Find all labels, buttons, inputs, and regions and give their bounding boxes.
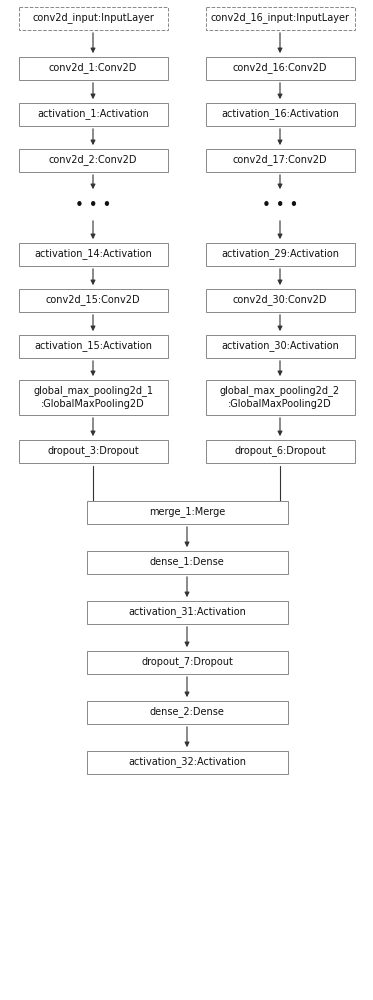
Text: activation_30:Activation: activation_30:Activation xyxy=(221,341,339,351)
FancyBboxPatch shape xyxy=(19,148,167,172)
Text: dropout_7:Dropout: dropout_7:Dropout xyxy=(141,657,233,667)
Text: conv2d_15:Conv2D: conv2d_15:Conv2D xyxy=(46,295,140,305)
Text: • • •: • • • xyxy=(75,198,111,213)
FancyBboxPatch shape xyxy=(19,288,167,312)
Text: conv2d_input:InputLayer: conv2d_input:InputLayer xyxy=(32,13,154,23)
FancyBboxPatch shape xyxy=(19,334,167,358)
Text: dropout_6:Dropout: dropout_6:Dropout xyxy=(234,446,326,456)
Text: activation_1:Activation: activation_1:Activation xyxy=(37,109,149,119)
Text: conv2d_16_input:InputLayer: conv2d_16_input:InputLayer xyxy=(210,13,350,23)
Text: dense_1:Dense: dense_1:Dense xyxy=(150,557,225,567)
FancyBboxPatch shape xyxy=(19,242,167,265)
FancyBboxPatch shape xyxy=(19,56,167,80)
FancyBboxPatch shape xyxy=(87,700,288,724)
FancyBboxPatch shape xyxy=(206,56,354,80)
Text: activation_14:Activation: activation_14:Activation xyxy=(34,249,152,259)
Text: merge_1:Merge: merge_1:Merge xyxy=(149,507,225,517)
Text: conv2d_16:Conv2D: conv2d_16:Conv2D xyxy=(233,63,327,73)
Text: • • •: • • • xyxy=(262,198,298,213)
FancyBboxPatch shape xyxy=(19,6,167,29)
FancyBboxPatch shape xyxy=(87,600,288,624)
Text: activation_15:Activation: activation_15:Activation xyxy=(34,341,152,351)
Text: global_max_pooling2d_2
:GlobalMaxPooling2D: global_max_pooling2d_2 :GlobalMaxPooling… xyxy=(220,385,340,409)
Text: activation_29:Activation: activation_29:Activation xyxy=(221,249,339,259)
Text: activation_16:Activation: activation_16:Activation xyxy=(221,109,339,119)
Text: conv2d_2:Conv2D: conv2d_2:Conv2D xyxy=(49,155,137,165)
FancyBboxPatch shape xyxy=(87,550,288,574)
FancyBboxPatch shape xyxy=(206,103,354,125)
Text: conv2d_17:Conv2D: conv2d_17:Conv2D xyxy=(233,155,327,165)
Text: activation_32:Activation: activation_32:Activation xyxy=(128,757,246,767)
FancyBboxPatch shape xyxy=(19,379,167,414)
FancyBboxPatch shape xyxy=(87,500,288,524)
FancyBboxPatch shape xyxy=(19,103,167,125)
Text: conv2d_1:Conv2D: conv2d_1:Conv2D xyxy=(49,63,137,73)
FancyBboxPatch shape xyxy=(87,650,288,674)
FancyBboxPatch shape xyxy=(206,379,354,414)
Text: dense_2:Dense: dense_2:Dense xyxy=(150,707,225,717)
Text: conv2d_30:Conv2D: conv2d_30:Conv2D xyxy=(233,295,327,305)
FancyBboxPatch shape xyxy=(206,148,354,172)
Text: activation_31:Activation: activation_31:Activation xyxy=(128,607,246,617)
FancyBboxPatch shape xyxy=(206,288,354,312)
Text: dropout_3:Dropout: dropout_3:Dropout xyxy=(47,446,139,456)
FancyBboxPatch shape xyxy=(206,334,354,358)
FancyBboxPatch shape xyxy=(206,440,354,462)
FancyBboxPatch shape xyxy=(206,6,354,29)
Text: global_max_pooling2d_1
:GlobalMaxPooling2D: global_max_pooling2d_1 :GlobalMaxPooling… xyxy=(33,385,153,409)
FancyBboxPatch shape xyxy=(87,750,288,774)
FancyBboxPatch shape xyxy=(206,242,354,265)
FancyBboxPatch shape xyxy=(19,440,167,462)
